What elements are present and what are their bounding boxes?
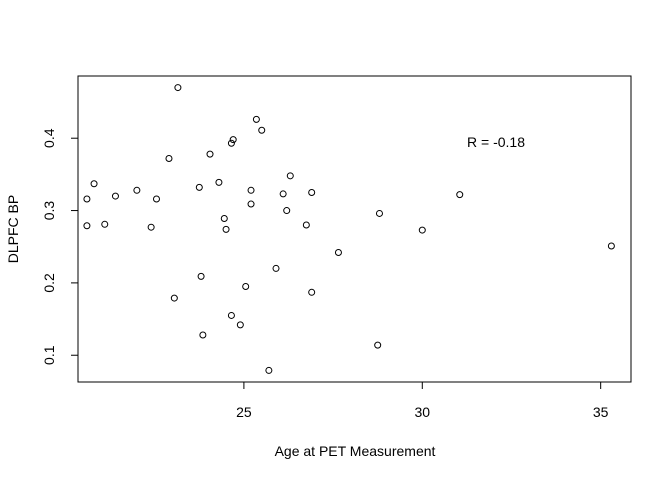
data-point	[247, 186, 255, 194]
data-points	[83, 84, 615, 374]
data-point	[252, 115, 260, 123]
x-axis-label: Age at PET Measurement	[275, 443, 436, 459]
data-point	[302, 221, 310, 229]
x-tick-label: 25	[236, 404, 252, 420]
data-point	[286, 172, 294, 180]
data-point	[308, 288, 316, 296]
data-point	[165, 154, 173, 162]
plot-frame	[77, 75, 632, 383]
y-tick-label: 0.1	[41, 345, 57, 365]
data-point	[222, 225, 230, 233]
data-point	[247, 200, 255, 208]
data-point	[83, 222, 91, 230]
data-point	[258, 126, 266, 134]
y-tick-label: 0.3	[41, 201, 57, 221]
y-axis-label: DLPFC BP	[5, 195, 21, 263]
data-point	[279, 190, 287, 198]
correlation-annotation: R = -0.18	[467, 134, 525, 150]
data-point	[215, 178, 223, 186]
data-point	[236, 321, 244, 329]
data-point	[111, 192, 119, 200]
data-point	[220, 215, 228, 223]
data-point	[101, 220, 109, 228]
data-point	[206, 150, 214, 158]
data-point	[197, 272, 205, 280]
data-point	[170, 294, 178, 302]
data-point	[227, 311, 235, 319]
data-point	[227, 139, 235, 147]
data-point	[174, 84, 182, 92]
data-point	[90, 180, 98, 188]
data-point	[265, 366, 273, 374]
data-point	[199, 331, 207, 339]
data-point	[83, 195, 91, 203]
y-tick-label: 0.2	[41, 273, 57, 293]
data-point	[229, 136, 237, 144]
data-point	[375, 209, 383, 217]
x-axis: 25 30 35	[236, 381, 609, 420]
data-point	[272, 264, 280, 272]
x-tick-label: 30	[414, 404, 430, 420]
data-point	[334, 249, 342, 257]
data-point	[374, 341, 382, 349]
data-point	[607, 242, 615, 250]
data-point	[195, 183, 203, 191]
data-point	[133, 186, 141, 194]
x-tick-label: 35	[593, 404, 609, 420]
data-point	[283, 207, 291, 215]
y-tick-label: 0.4	[41, 128, 57, 148]
data-point	[418, 226, 426, 234]
data-point	[152, 195, 160, 203]
y-axis: 0.1 0.2 0.3 0.4	[41, 128, 79, 365]
data-point	[456, 191, 464, 199]
data-point	[242, 283, 250, 291]
data-point	[308, 188, 316, 196]
data-point	[147, 223, 155, 231]
